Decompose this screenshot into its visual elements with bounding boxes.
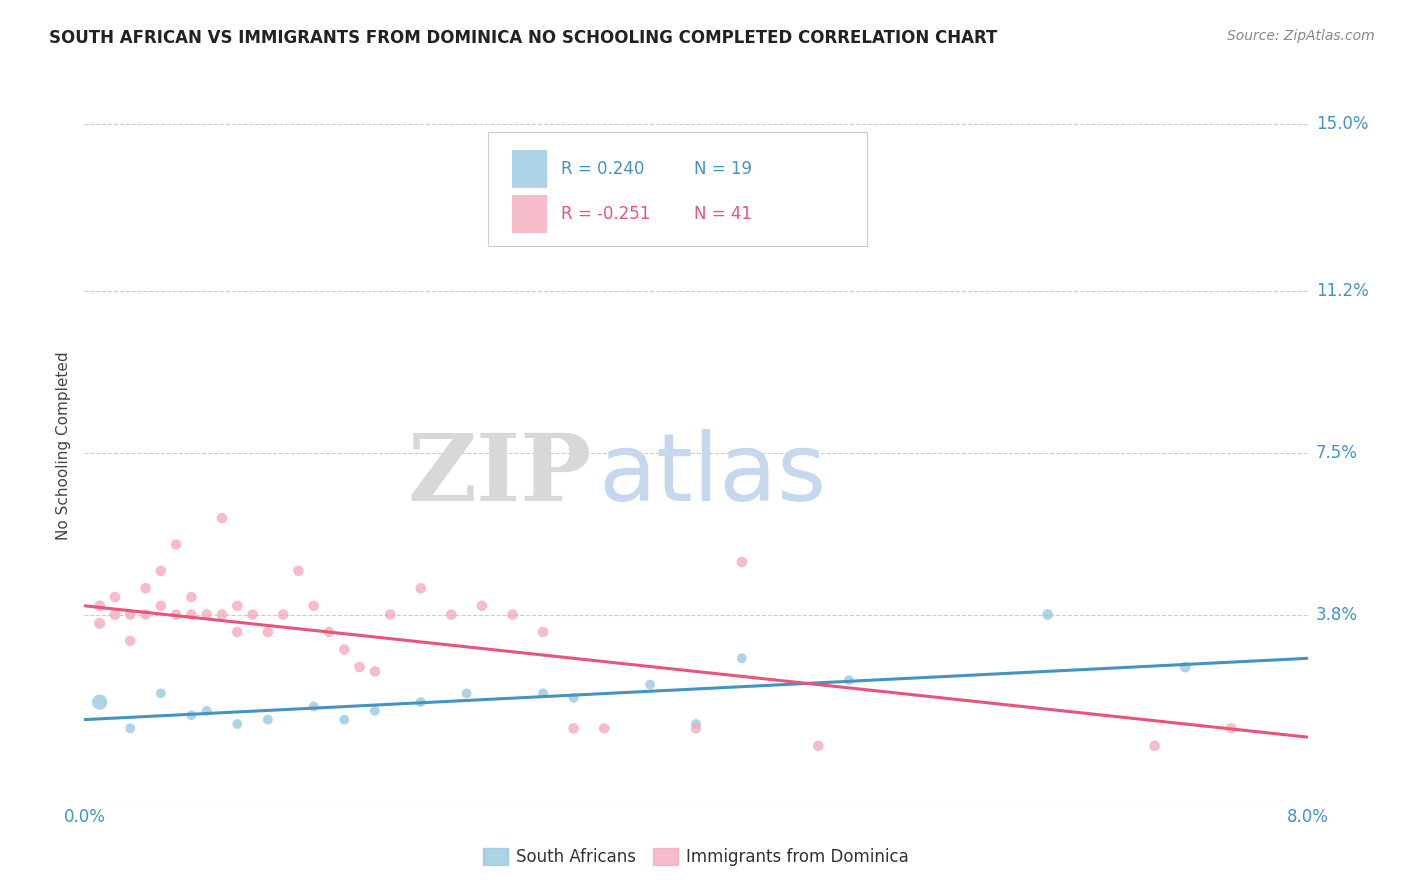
Point [149,686,172,700]
Point [180,708,202,723]
Point [456,686,478,700]
Point [104,590,127,604]
Point [333,713,356,727]
Point [685,717,707,731]
Point [89,599,111,613]
Point [731,555,754,569]
Point [380,607,402,622]
FancyBboxPatch shape [488,132,868,246]
Point [165,537,187,551]
Point [531,625,554,640]
Point [349,660,371,674]
Point [226,717,249,731]
Point [593,722,616,736]
Point [501,607,523,622]
FancyBboxPatch shape [513,194,547,234]
Legend: South Africans, Immigrants from Dominica: South Africans, Immigrants from Dominica [477,841,915,873]
Point [364,665,387,679]
Point [1174,660,1197,674]
Point [180,590,202,604]
Point [531,686,554,700]
Point [211,511,233,525]
Text: N = 19: N = 19 [693,161,752,178]
Text: ZIP: ZIP [408,430,592,519]
FancyBboxPatch shape [513,150,547,188]
Point [409,695,432,709]
Text: R = 0.240: R = 0.240 [561,161,645,178]
Text: 7.5%: 7.5% [1316,443,1358,461]
Point [685,722,707,736]
Point [180,607,202,622]
Point [195,607,218,622]
Point [333,642,356,657]
Point [135,607,157,622]
Point [471,599,494,613]
Point [638,677,661,691]
Text: SOUTH AFRICAN VS IMMIGRANTS FROM DOMINICA NO SCHOOLING COMPLETED CORRELATION CHA: SOUTH AFRICAN VS IMMIGRANTS FROM DOMINIC… [49,29,998,46]
Point [364,704,387,718]
Point [302,699,325,714]
Point [89,616,111,631]
Point [318,625,340,640]
Point [287,564,309,578]
Text: R = -0.251: R = -0.251 [561,205,651,223]
Point [1143,739,1166,753]
Point [807,739,830,753]
Point [89,695,111,709]
Point [149,599,172,613]
Y-axis label: No Schooling Completed: No Schooling Completed [56,351,72,541]
Point [165,607,187,622]
Point [409,582,432,596]
Point [149,564,172,578]
Text: 15.0%: 15.0% [1316,115,1368,133]
Point [120,633,142,648]
Text: 3.8%: 3.8% [1316,606,1358,624]
Point [562,722,585,736]
Point [302,599,325,613]
Point [211,607,233,622]
Point [226,599,249,613]
Point [271,607,294,622]
Point [562,690,585,705]
Point [257,713,280,727]
Point [838,673,860,688]
Text: N = 41: N = 41 [693,205,752,223]
Point [120,607,142,622]
Point [1036,607,1059,622]
Point [120,722,142,736]
Text: 11.2%: 11.2% [1316,282,1368,300]
Text: Source: ZipAtlas.com: Source: ZipAtlas.com [1227,29,1375,43]
Point [195,704,218,718]
Point [1220,722,1243,736]
Point [731,651,754,665]
Point [242,607,264,622]
Point [257,625,280,640]
Point [226,625,249,640]
Point [135,582,157,596]
Point [440,607,463,622]
Text: atlas: atlas [598,428,827,521]
Point [104,607,127,622]
